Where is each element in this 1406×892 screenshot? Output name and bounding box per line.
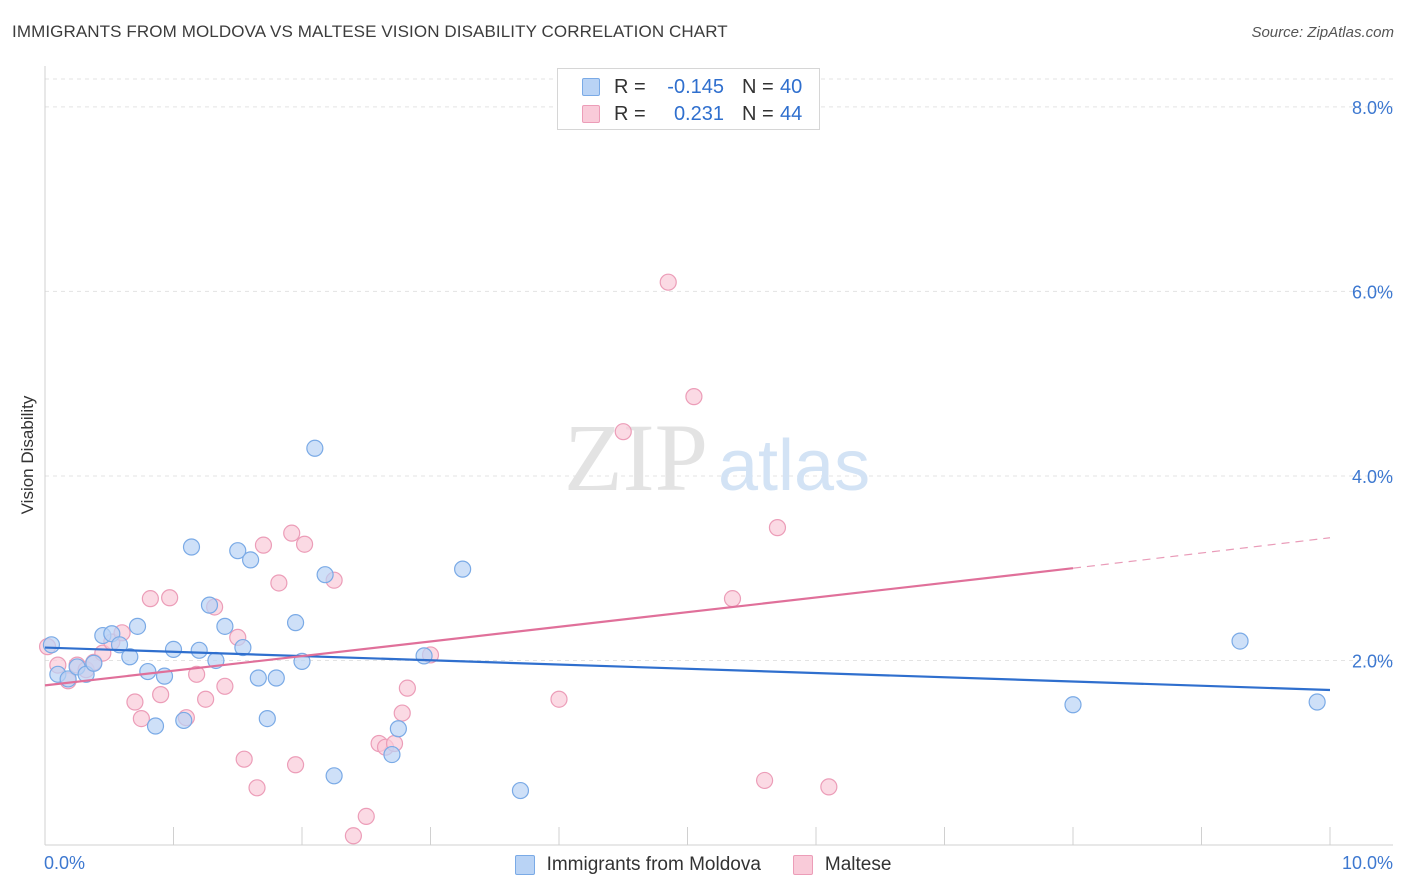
legend-n-value: 40 — [780, 75, 803, 98]
maltese-point — [216, 677, 234, 695]
moldova-point — [286, 614, 305, 632]
maltese-point — [398, 679, 416, 697]
maltese-point — [344, 827, 362, 845]
moldova-point — [306, 439, 324, 457]
maltese-point — [270, 574, 288, 592]
moldova-point — [139, 662, 157, 681]
x-tick-label: 0.0% — [44, 853, 85, 873]
watermark-atlas: atlas — [718, 426, 870, 506]
maltese-point — [188, 665, 206, 683]
maltese-point — [755, 771, 774, 790]
legend-item-maltese[interactable]: Maltese — [792, 854, 892, 876]
source-label: Source: ZipAtlas.com — [1251, 24, 1394, 41]
axes — [44, 66, 1393, 846]
moldova-point — [216, 617, 234, 635]
legend-label-moldova: Immigrants from Moldova — [546, 854, 761, 875]
maltese-points — [38, 273, 838, 845]
maltese-point — [197, 690, 215, 708]
moldova-point — [164, 640, 183, 659]
maltese-point — [254, 536, 273, 554]
legend-r-value: -0.145 — [667, 75, 724, 98]
moldova-point — [182, 538, 201, 556]
trend-lines — [44, 537, 1331, 692]
moldova-point — [190, 641, 208, 659]
moldova-point — [258, 710, 276, 728]
moldova-point — [146, 717, 165, 735]
maltese-point — [393, 704, 411, 722]
moldova-point — [1231, 632, 1249, 650]
x-tick-label: 10.0% — [1342, 853, 1393, 873]
moldova-point — [249, 669, 267, 687]
maltese-point — [235, 750, 253, 768]
maltese-point — [550, 690, 568, 708]
maltese-point — [295, 535, 314, 553]
maltese-point — [614, 423, 632, 441]
maltese-point — [141, 590, 159, 608]
legend-r-label: R = — [614, 102, 646, 125]
moldova-point — [128, 617, 147, 635]
y-tick-label: 4.0% — [1352, 467, 1393, 487]
maltese-trend-extension — [1072, 537, 1331, 569]
y-tick-label: 2.0% — [1352, 651, 1393, 671]
moldova-point — [511, 781, 530, 800]
legend-swatch-maltese — [792, 855, 813, 875]
legend-swatch-maltese — [582, 105, 600, 123]
maltese-point — [126, 693, 144, 711]
moldova-point — [85, 654, 103, 672]
moldova-point — [242, 551, 260, 569]
legend-n-label: N = — [742, 102, 774, 125]
legend-label-maltese: Maltese — [824, 854, 892, 875]
moldova-point — [200, 596, 219, 614]
watermark: ZIP atlas — [564, 404, 870, 511]
moldova-point — [383, 745, 401, 764]
y-tick-label: 6.0% — [1352, 282, 1393, 302]
maltese-point — [283, 524, 301, 542]
legend-swatch-moldova — [514, 855, 535, 875]
legend-r-value: 0.231 — [673, 102, 724, 125]
maltese-point — [820, 778, 838, 796]
maltese-point — [768, 519, 787, 537]
y-axis-label: Vision Disability — [18, 395, 37, 515]
maltese-point — [357, 807, 375, 825]
moldova-point — [1308, 693, 1326, 711]
maltese-point — [161, 589, 179, 607]
tick-labels: 2.0% 4.0% 6.0% 8.0% 0.0% 10.0% — [44, 98, 1393, 873]
moldova-point — [234, 638, 252, 657]
moldova-point — [415, 647, 433, 665]
maltese-point — [248, 779, 266, 797]
legend-n-label: N = — [742, 75, 774, 98]
chart-title: IMMIGRANTS FROM MOLDOVA VS MALTESE VISIO… — [12, 22, 728, 41]
maltese-point — [723, 590, 742, 608]
moldova-point — [42, 636, 61, 654]
maltese-point — [286, 756, 305, 774]
series-legend: Immigrants from Moldova Maltese — [0, 852, 1406, 878]
stats-legend: R = -0.145 N = 40 R = 0.231 N = 44 — [557, 68, 820, 130]
legend-n-value: 44 — [780, 102, 803, 125]
grid-lines — [45, 78, 1393, 661]
maltese-point — [659, 273, 677, 291]
moldova-point — [389, 720, 407, 738]
moldova-point — [229, 542, 247, 560]
maltese-point — [132, 710, 150, 728]
legend-row-maltese: R = 0.231 N = 44 — [582, 101, 802, 127]
legend-row-moldova: R = -0.145 N = 40 — [582, 74, 802, 100]
moldova-point — [1064, 696, 1082, 714]
legend-item-moldova[interactable]: Immigrants from Moldova — [514, 854, 761, 876]
moldova-point — [175, 711, 193, 730]
legend-swatch-moldova — [582, 78, 600, 96]
moldova-point — [267, 669, 285, 687]
legend-r-label: R = — [614, 75, 646, 98]
moldova-point — [121, 648, 139, 666]
maltese-trend-line — [44, 567, 1074, 687]
maltese-point — [685, 388, 703, 406]
y-tick-label: 8.0% — [1352, 98, 1393, 118]
moldova-trend-line — [44, 646, 1331, 692]
moldova-point — [454, 560, 472, 578]
maltese-point — [152, 686, 170, 704]
moldova-point — [316, 566, 334, 584]
moldova-point — [325, 767, 343, 785]
watermark-zip: ZIP — [564, 404, 708, 511]
